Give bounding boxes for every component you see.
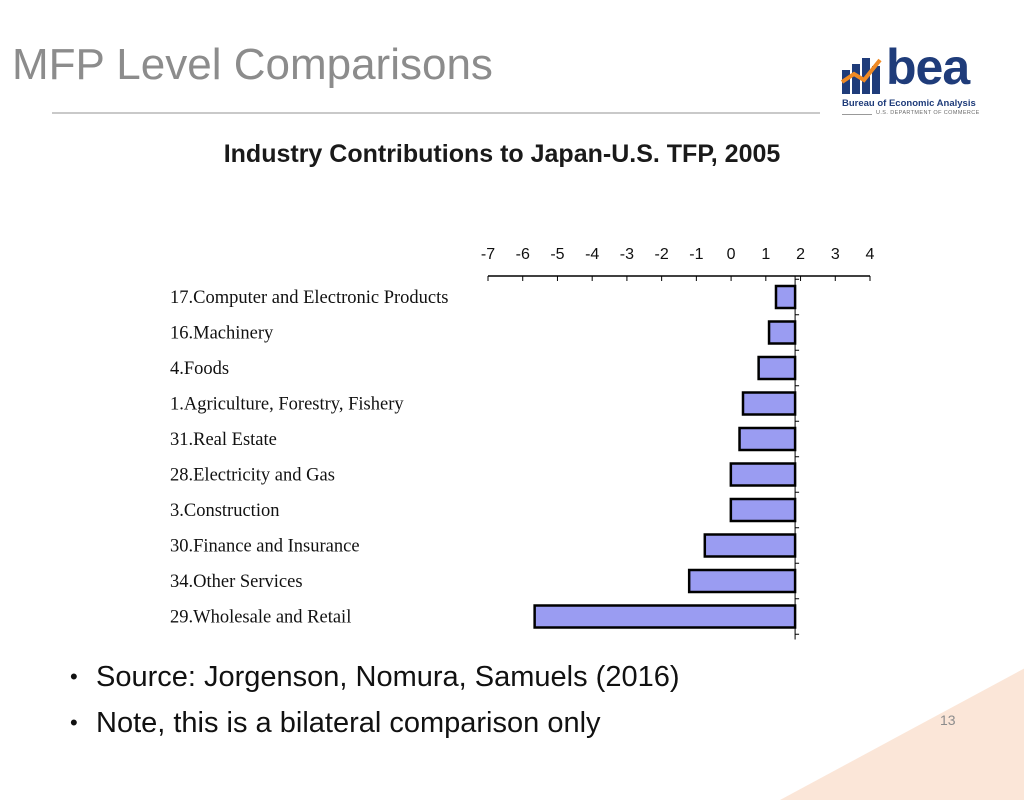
bar bbox=[729, 462, 797, 487]
category-label: 34.Other Services bbox=[170, 572, 303, 592]
x-tick-label: -6 bbox=[516, 246, 530, 263]
x-tick-label: -2 bbox=[655, 246, 669, 263]
bea-logo: bea Bureau of Economic Analysis U.S. DEP… bbox=[840, 39, 980, 122]
chart-title: Industry Contributions to Japan-U.S. TFP… bbox=[223, 140, 781, 168]
category-label: 17.Computer and Electronic Products bbox=[170, 288, 448, 308]
category-label: 28.Electricity and Gas bbox=[170, 466, 335, 486]
category-label: 16.Machinery bbox=[170, 324, 274, 344]
bar bbox=[774, 284, 797, 310]
bar-chart-logo-icon bbox=[840, 58, 882, 94]
bar bbox=[767, 320, 797, 345]
category-label: 4.Foods bbox=[170, 359, 229, 379]
bullet-text-source: Source: Jorgenson, Nomura, Samuels (2016… bbox=[96, 661, 680, 693]
bar bbox=[757, 355, 797, 381]
x-tick-label: 3 bbox=[831, 246, 840, 263]
category-label: 3.Construction bbox=[170, 501, 279, 521]
bullet-list: • Source: Jorgenson, Nomura, Samuels (201… bbox=[70, 654, 680, 746]
x-tick-label: 0 bbox=[727, 246, 736, 263]
category-label: 1.Agriculture, Forestry, Fishery bbox=[170, 395, 404, 415]
bullet-text-note: Note, this is a bilateral comparison onl… bbox=[96, 707, 601, 739]
category-label: 30.Finance and Insurance bbox=[170, 537, 360, 557]
category-label: 29.Wholesale and Retail bbox=[170, 608, 351, 628]
bar bbox=[729, 497, 797, 523]
title-divider bbox=[52, 112, 820, 114]
logo-wordmark: bea bbox=[886, 39, 970, 95]
logo-department: U.S. DEPARTMENT OF COMMERCE bbox=[876, 110, 980, 116]
bullet-icon: • bbox=[70, 664, 78, 689]
slide-title: MFP Level Comparisons bbox=[12, 40, 493, 89]
bullet-item-note: • Note, this is a bilateral comparison on… bbox=[70, 700, 680, 746]
bar bbox=[687, 568, 797, 594]
logo-divider bbox=[842, 114, 872, 115]
x-tick-label: -7 bbox=[481, 246, 495, 263]
corner-decoration bbox=[780, 668, 1024, 800]
bar bbox=[703, 533, 797, 558]
x-tick-label: -4 bbox=[585, 246, 599, 263]
x-tick-label: 4 bbox=[866, 246, 875, 263]
bar bbox=[738, 426, 797, 452]
category-label: 31.Real Estate bbox=[170, 430, 277, 450]
x-tick-label: -3 bbox=[620, 246, 634, 263]
bullet-item-source: • Source: Jorgenson, Nomura, Samuels (201… bbox=[70, 654, 680, 700]
bar bbox=[533, 604, 797, 629]
page-number: 13 bbox=[940, 712, 956, 728]
bullet-icon: • bbox=[70, 710, 78, 735]
bar bbox=[741, 391, 797, 416]
bar-chart: -7 -6 -5 -4 -3 -2 -1 0 1 2 3 4 17.Computer and Elect… bbox=[170, 246, 875, 640]
x-tick-label: 1 bbox=[761, 246, 770, 263]
x-tick-label: 2 bbox=[796, 246, 805, 263]
x-tick-label: -5 bbox=[550, 246, 564, 263]
x-tick-label: -1 bbox=[689, 246, 703, 263]
logo-agency-name: Bureau of Economic Analysis bbox=[842, 98, 976, 109]
